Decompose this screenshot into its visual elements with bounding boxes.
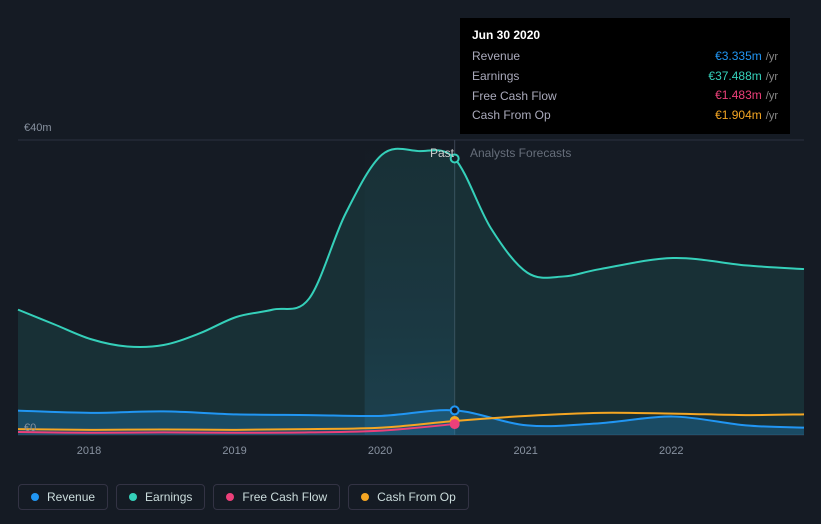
tooltip-row-label: Cash From Op (472, 106, 551, 125)
tooltip-row-label: Free Cash Flow (472, 87, 557, 106)
tooltip-row: Earnings €37.488m /yr (472, 67, 778, 87)
x-axis-tick: 2020 (368, 445, 392, 457)
tooltip-title: Jun 30 2020 (472, 26, 778, 45)
legend-item[interactable]: Earnings (116, 484, 205, 510)
chart-legend: Revenue Earnings Free Cash Flow Cash From O… (18, 484, 469, 510)
legend-dot-icon (361, 493, 369, 501)
tooltip-row-unit: /yr (766, 69, 778, 87)
chart-tooltip: Jun 30 2020 Revenue €3.335m /yr Earnings… (460, 18, 790, 134)
x-axis-tick: 2018 (77, 445, 101, 457)
tooltip-row-unit: /yr (766, 108, 778, 126)
tooltip-row-value: €3.335m (715, 47, 762, 66)
legend-item-label: Revenue (47, 490, 95, 504)
tooltip-row: Revenue €3.335m /yr (472, 47, 778, 67)
legend-dot-icon (31, 493, 39, 501)
legend-item[interactable]: Revenue (18, 484, 108, 510)
legend-item-label: Earnings (145, 490, 192, 504)
tooltip-row-value: €1.904m (715, 106, 762, 125)
legend-dot-icon (129, 493, 137, 501)
tooltip-row-label: Earnings (472, 67, 519, 86)
y-axis-tick-0: €0 (24, 422, 36, 434)
chart-container: { "chart": { "type": "area-line", "backg… (0, 0, 821, 524)
y-axis-tick-40: €40m (24, 122, 52, 134)
tooltip-row-label: Revenue (472, 47, 520, 66)
tooltip-row-unit: /yr (766, 88, 778, 106)
tooltip-row-value: €37.488m (708, 67, 761, 86)
forecast-label: Analysts Forecasts (470, 146, 571, 160)
tooltip-row-value: €1.483m (715, 86, 762, 105)
legend-item[interactable]: Free Cash Flow (213, 484, 340, 510)
legend-item[interactable]: Cash From Op (348, 484, 469, 510)
legend-item-label: Free Cash Flow (242, 490, 327, 504)
x-axis-tick: 2022 (659, 445, 683, 457)
past-label: Past (430, 146, 454, 160)
legend-dot-icon (226, 493, 234, 501)
tooltip-row: Free Cash Flow €1.483m /yr (472, 86, 778, 106)
tooltip-row-unit: /yr (766, 49, 778, 67)
x-axis-tick: 2021 (513, 445, 537, 457)
tooltip-row: Cash From Op €1.904m /yr (472, 106, 778, 126)
legend-item-label: Cash From Op (377, 490, 456, 504)
x-axis-tick: 2019 (222, 445, 246, 457)
